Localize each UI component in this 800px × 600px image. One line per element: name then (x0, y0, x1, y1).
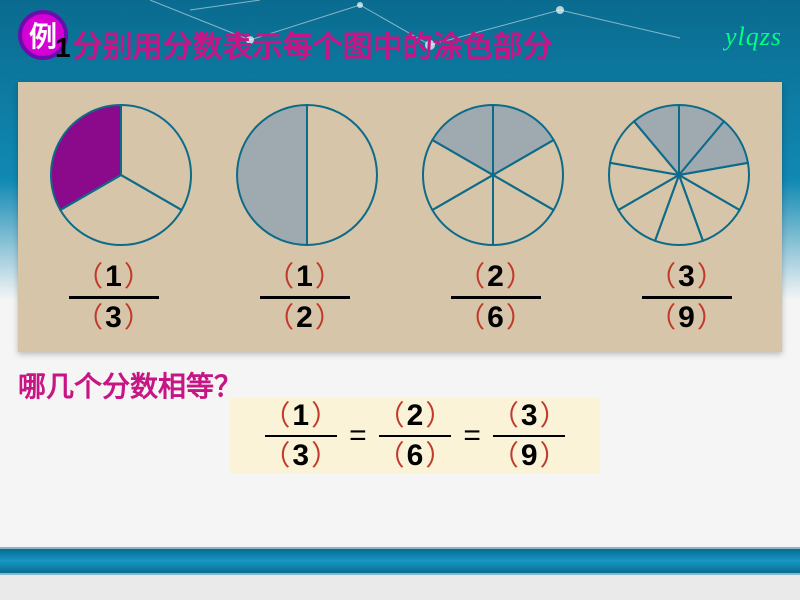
fraction-bar (265, 435, 337, 437)
bottom-bar (0, 547, 800, 575)
equals-sign: = (349, 419, 367, 453)
fraction-denominator: （3） (262, 441, 339, 471)
equation-panel: （1） （3） = （2） （6） = （3） （9） (230, 398, 600, 473)
fraction-circle (599, 95, 759, 255)
fraction-numerator: （2） (377, 401, 454, 431)
fraction-bar (493, 435, 565, 437)
title-text: 分别用分数表示每个图中的涂色部分 (73, 22, 553, 66)
question-text: 哪几个分数相等？ (18, 365, 242, 405)
fraction-denominator: （3） (75, 303, 152, 333)
fraction: （1） （2） (260, 262, 350, 333)
badge-label: 例 (29, 15, 57, 55)
fraction-denominator: （6） (377, 441, 454, 471)
fraction-denominator: （9） (648, 303, 725, 333)
fraction-denominator: （9） (491, 441, 568, 471)
photo-panel: （1） （3） （1） （2） （2） （6） （3） （9） (18, 82, 782, 352)
fraction: （2） （6） (377, 401, 454, 471)
circles-row (18, 82, 782, 257)
fraction-numerator: （1） (262, 401, 339, 431)
fraction-numerator: （1） (75, 262, 152, 292)
fraction-numerator: （1） (266, 262, 343, 292)
fraction-bar (642, 296, 732, 299)
fraction-numerator: （2） (457, 262, 534, 292)
fraction-numerator: （3） (648, 262, 725, 292)
fraction-denominator: （2） (266, 303, 343, 333)
fraction: （1） （3） (69, 262, 159, 333)
title-number: 1 (55, 32, 71, 64)
fraction: （3） （9） (491, 401, 568, 471)
fraction-numerator: （3） (491, 401, 568, 431)
fraction-bar (379, 435, 451, 437)
fraction-circle (41, 95, 201, 255)
fraction-bar (451, 296, 541, 299)
fraction: （1） （3） (262, 401, 339, 471)
fraction-bar (69, 296, 159, 299)
fraction: （2） （6） (451, 262, 541, 333)
fraction-denominator: （6） (457, 303, 534, 333)
fraction: （3） （9） (642, 262, 732, 333)
signature: ylqzs (725, 22, 782, 52)
fraction-circle (413, 95, 573, 255)
equals-sign: = (463, 419, 481, 453)
fraction-bar (260, 296, 350, 299)
bottom-fill (0, 575, 800, 600)
title-row: 1 分别用分数表示每个图中的涂色部分 (55, 22, 800, 66)
fraction-circle (227, 95, 387, 255)
fractions-row: （1） （3） （1） （2） （2） （6） （3） （9） (18, 257, 782, 337)
